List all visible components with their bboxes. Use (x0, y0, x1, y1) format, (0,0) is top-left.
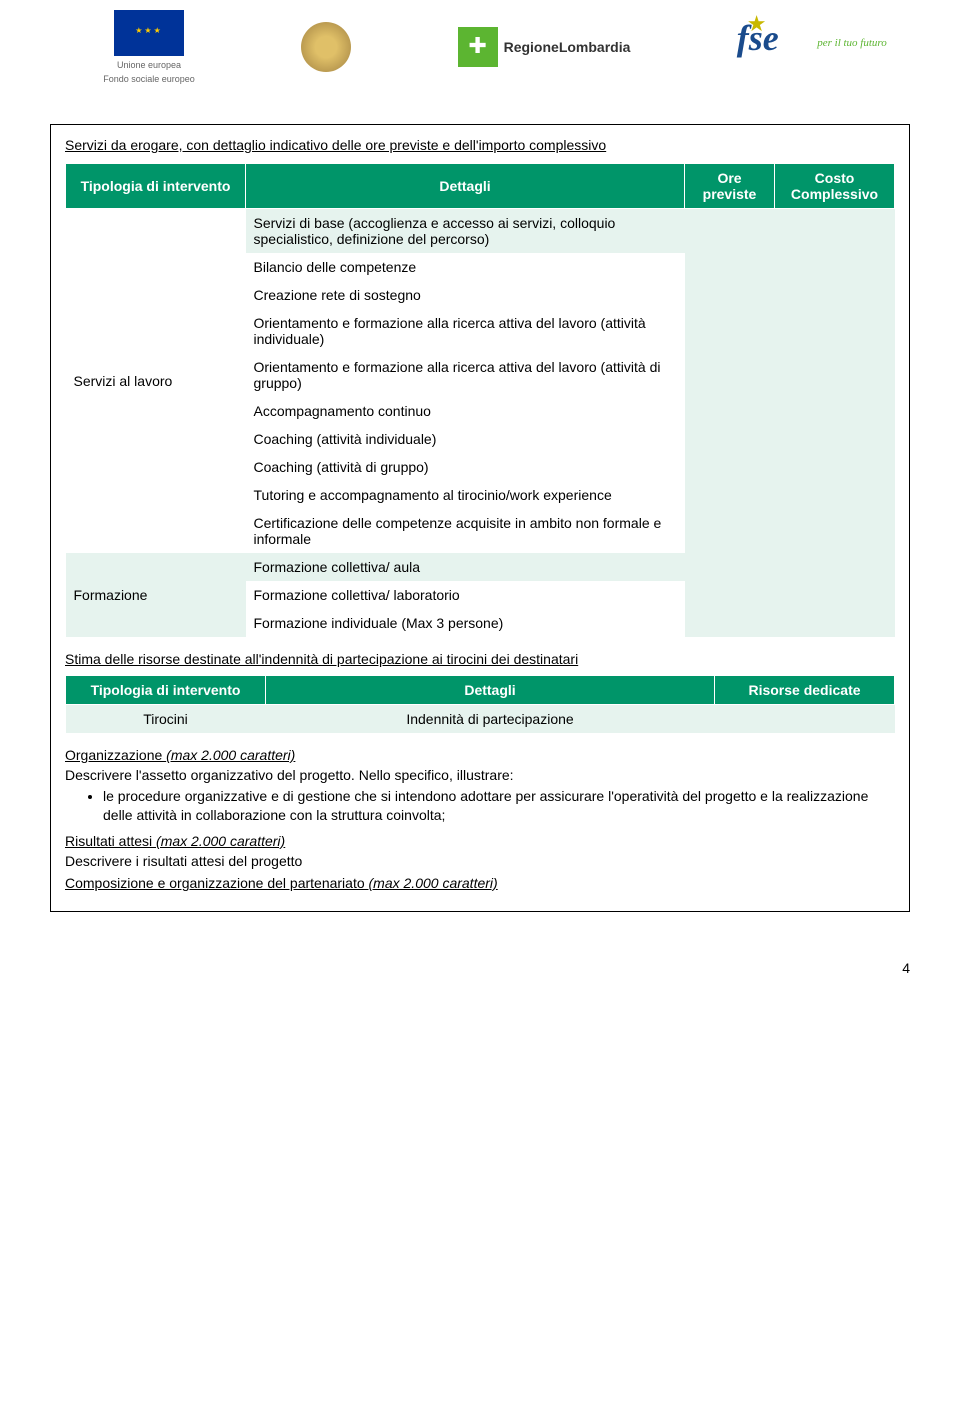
org-head-ital: (max 2.000 caratteri) (166, 747, 295, 763)
lombardia-icon (458, 27, 498, 67)
table2-header-row: Tipologia di intervento Dettagli Risorse… (66, 676, 895, 705)
ore-cell (685, 309, 775, 353)
ris-heading: Risultati attesi (max 2.000 caratteri) (65, 833, 895, 849)
stima-line: Stima delle risorse destinate all'indenn… (65, 651, 895, 667)
costo-cell (775, 353, 895, 397)
ore-cell (685, 481, 775, 509)
lombardia-text: RegioneLombardia (504, 39, 631, 55)
det-cell: Formazione collettiva/ laboratorio (246, 581, 685, 609)
ris-head-text: Risultati attesi (65, 833, 156, 849)
table-row: Formazione Formazione collettiva/ aula (66, 553, 895, 581)
group-label-formazione: Formazione (66, 553, 246, 637)
det-cell: Formazione individuale (Max 3 persone) (246, 609, 685, 637)
tirocini-table: Tipologia di intervento Dettagli Risorse… (65, 675, 895, 733)
ore-cell (685, 553, 775, 581)
eu-label-1: Unione europea (117, 60, 181, 70)
ore-cell (685, 453, 775, 481)
det-cell: Certificazione delle competenze acquisit… (246, 509, 685, 553)
det-cell: Bilancio delle competenze (246, 253, 685, 281)
th-ore: Ore previste (685, 164, 775, 209)
costo-cell (775, 509, 895, 553)
table-header-row: Tipologia di intervento Dettagli Ore pre… (66, 164, 895, 209)
content-box: Servizi da erogare, con dettaglio indica… (50, 124, 910, 912)
th2-risorse: Risorse dedicate (715, 676, 895, 705)
th2-dettagli: Dettagli (266, 676, 715, 705)
costo-cell (775, 209, 895, 254)
costo-cell (775, 609, 895, 637)
comp-heading: Composizione e organizzazione del parten… (65, 875, 895, 891)
th-dettagli: Dettagli (246, 164, 685, 209)
det-cell: Creazione rete di sostegno (246, 281, 685, 309)
table-row: Servizi al lavoro Servizi di base (accog… (66, 209, 895, 254)
ore-cell (685, 425, 775, 453)
page-number: 4 (0, 952, 960, 976)
org-head-text: Organizzazione (65, 747, 166, 763)
costo-cell (775, 481, 895, 509)
t2-dettagli: Indennità di partecipazione (266, 705, 715, 734)
logo-eu: Unione europea Fondo sociale europeo (103, 10, 195, 84)
costo-cell (775, 425, 895, 453)
ris-desc: Descrivere i risultati attesi del proget… (65, 853, 895, 869)
costo-cell (775, 253, 895, 281)
det-cell: Coaching (attività individuale) (246, 425, 685, 453)
ore-cell (685, 609, 775, 637)
ore-cell (685, 253, 775, 281)
th-tipologia: Tipologia di intervento (66, 164, 246, 209)
det-cell: Coaching (attività di gruppo) (246, 453, 685, 481)
header-logos: Unione europea Fondo sociale europeo Reg… (0, 0, 960, 104)
ore-cell (685, 509, 775, 553)
ore-cell (685, 397, 775, 425)
costo-cell (775, 309, 895, 353)
org-heading: Organizzazione (max 2.000 caratteri) (65, 747, 895, 763)
org-bullet-1: le procedure organizzative e di gestione… (103, 787, 895, 825)
fse-sub: per il tuo futuro (817, 37, 887, 49)
t2-risorse (715, 705, 895, 734)
ore-cell (685, 581, 775, 609)
ore-cell (685, 281, 775, 309)
logo-lombardia: RegioneLombardia (458, 27, 631, 67)
ore-cell (685, 353, 775, 397)
costo-cell (775, 397, 895, 425)
fse-star-icon: ★ (747, 11, 767, 37)
th-costo: Costo Complessivo (775, 164, 895, 209)
eu-flag-icon (114, 10, 184, 56)
eu-label-2: Fondo sociale europeo (103, 74, 195, 84)
det-cell: Tutoring e accompagnamento al tirocinio/… (246, 481, 685, 509)
costo-cell (775, 453, 895, 481)
logo-fse: ★ fse per il tuo futuro (737, 17, 857, 77)
costo-cell (775, 581, 895, 609)
table2-row: Tirocini Indennità di partecipazione (66, 705, 895, 734)
det-cell: Orientamento e formazione alla ricerca a… (246, 353, 685, 397)
logo-italia (301, 22, 351, 72)
comp-head-ital: (max 2.000 caratteri) (369, 875, 498, 891)
services-table: Tipologia di intervento Dettagli Ore pre… (65, 163, 895, 637)
det-cell: Orientamento e formazione alla ricerca a… (246, 309, 685, 353)
group-label-servizi: Servizi al lavoro (66, 209, 246, 554)
t2-tipologia: Tirocini (66, 705, 266, 734)
org-bullets: le procedure organizzative e di gestione… (65, 787, 895, 825)
th2-tipologia: Tipologia di intervento (66, 676, 266, 705)
det-cell: Accompagnamento continuo (246, 397, 685, 425)
ore-cell (685, 209, 775, 254)
costo-cell (775, 553, 895, 581)
det-cell: Formazione collettiva/ aula (246, 553, 685, 581)
italia-emblem-icon (301, 22, 351, 72)
det-cell: Servizi di base (accoglienza e accesso a… (246, 209, 685, 254)
comp-head-text: Composizione e organizzazione del parten… (65, 875, 369, 891)
ris-head-ital: (max 2.000 caratteri) (156, 833, 285, 849)
intro-line: Servizi da erogare, con dettaglio indica… (65, 137, 895, 153)
costo-cell (775, 281, 895, 309)
org-desc: Descrivere l'assetto organizzativo del p… (65, 767, 895, 783)
